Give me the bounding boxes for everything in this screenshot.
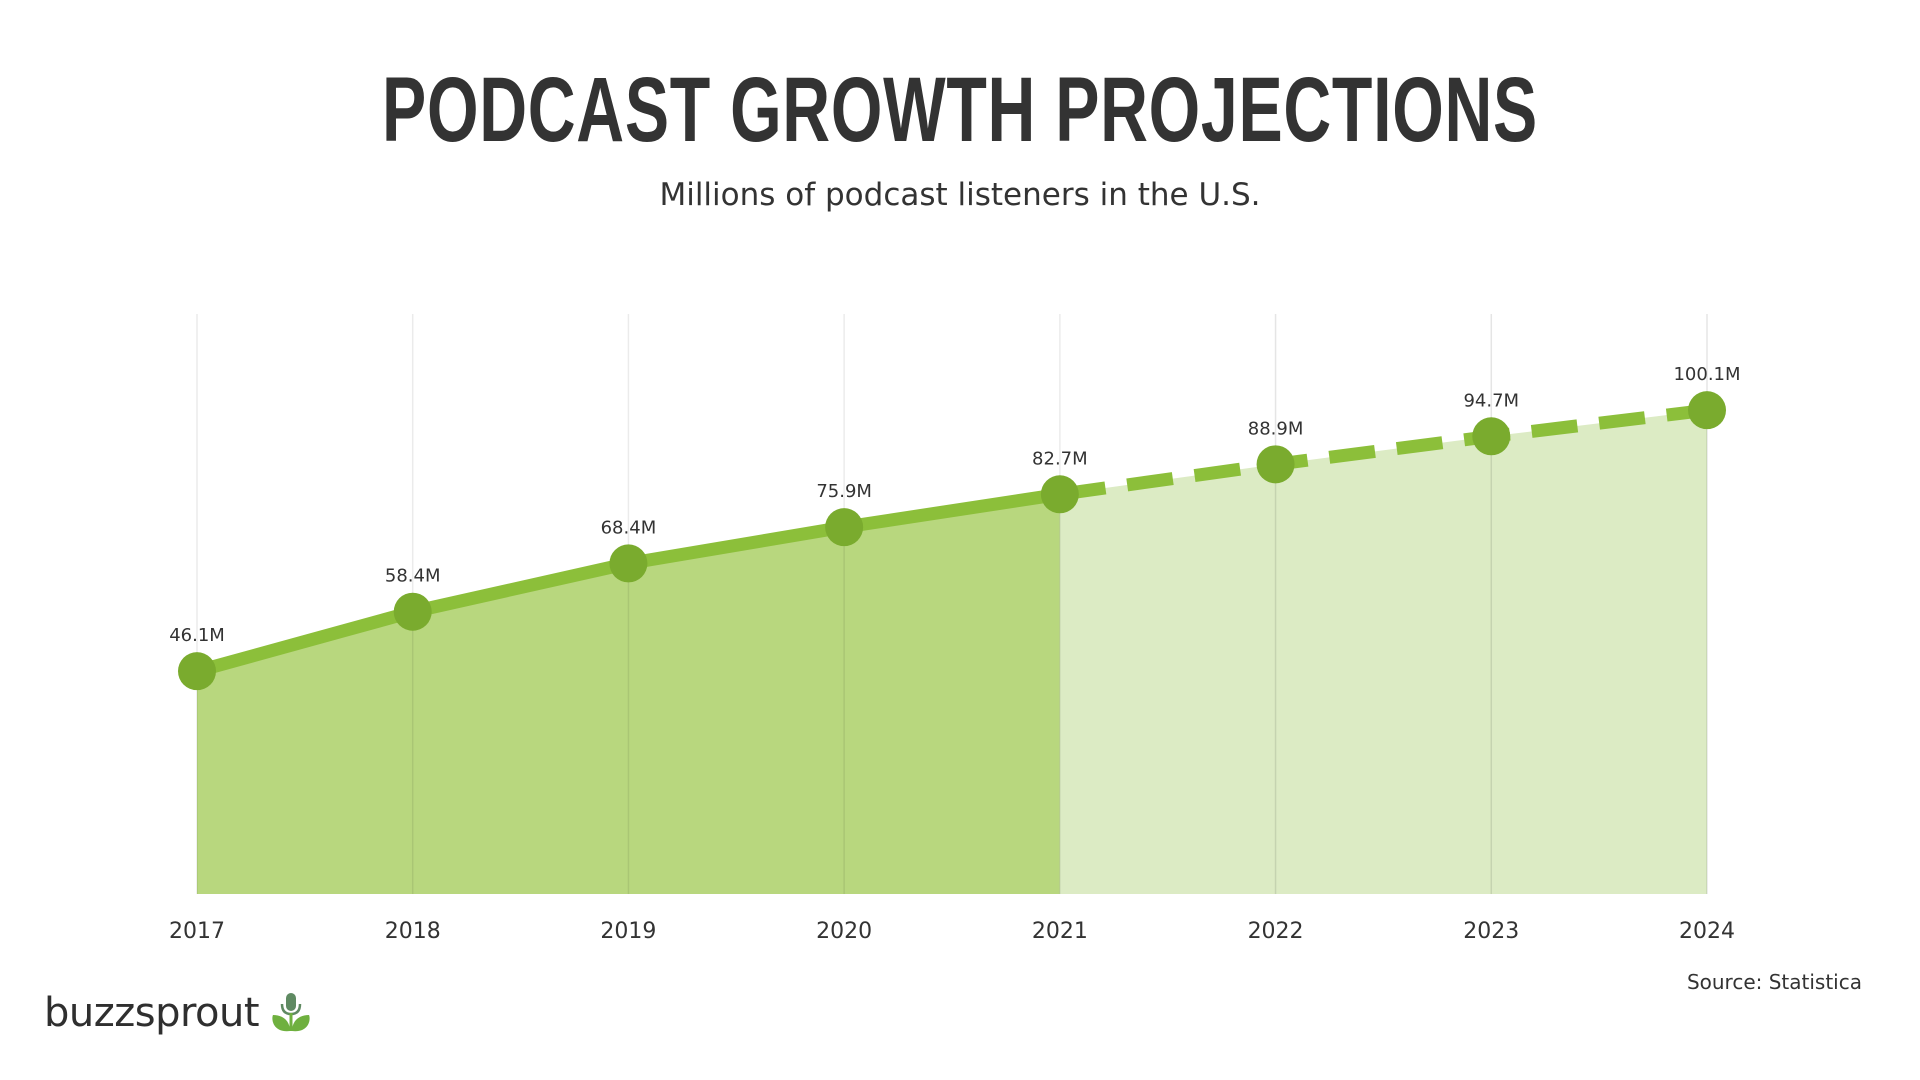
data-label: 58.4M [385, 566, 441, 587]
data-label: 100.1M [1673, 364, 1740, 385]
x-tick-label: 2020 [816, 919, 872, 944]
data-point [825, 508, 864, 547]
x-tick-label: 2022 [1248, 919, 1304, 944]
data-label: 88.9M [1248, 418, 1304, 439]
source-note: Source: Statistica [1686, 970, 1862, 994]
data-label: 75.9M [816, 481, 872, 502]
data-label: 46.1M [169, 625, 225, 646]
data-point [1472, 417, 1511, 456]
x-tick-label: 2019 [600, 919, 656, 944]
data-label: 94.7M [1463, 390, 1519, 411]
x-tick-label: 2017 [169, 919, 225, 944]
x-tick-label: 2021 [1032, 919, 1088, 944]
chart-title: PODCAST GROWTH PROJECTIONS [382, 59, 1538, 161]
x-tick-label: 2023 [1463, 919, 1519, 944]
area-actual [197, 494, 1060, 894]
x-tick-label: 2018 [385, 919, 441, 944]
x-tick-label: 2024 [1679, 919, 1735, 944]
data-point [1256, 445, 1295, 484]
microphone-sprout-icon [272, 993, 310, 1032]
data-point [609, 544, 648, 583]
series-line-projected [1058, 403, 1708, 501]
data-point [1688, 391, 1726, 430]
data-label: 68.4M [601, 517, 657, 538]
data-point [1040, 475, 1079, 514]
logo-text: buzzsprout [44, 990, 260, 1036]
data-point [178, 652, 216, 691]
buzzsprout-logo: buzzsprout [44, 990, 313, 1036]
area-projected [1059, 410, 1707, 894]
chart-subtitle: Millions of podcast listeners in the U.S… [659, 177, 1261, 213]
data-point [393, 592, 432, 631]
data-label: 82.7M [1032, 448, 1088, 469]
